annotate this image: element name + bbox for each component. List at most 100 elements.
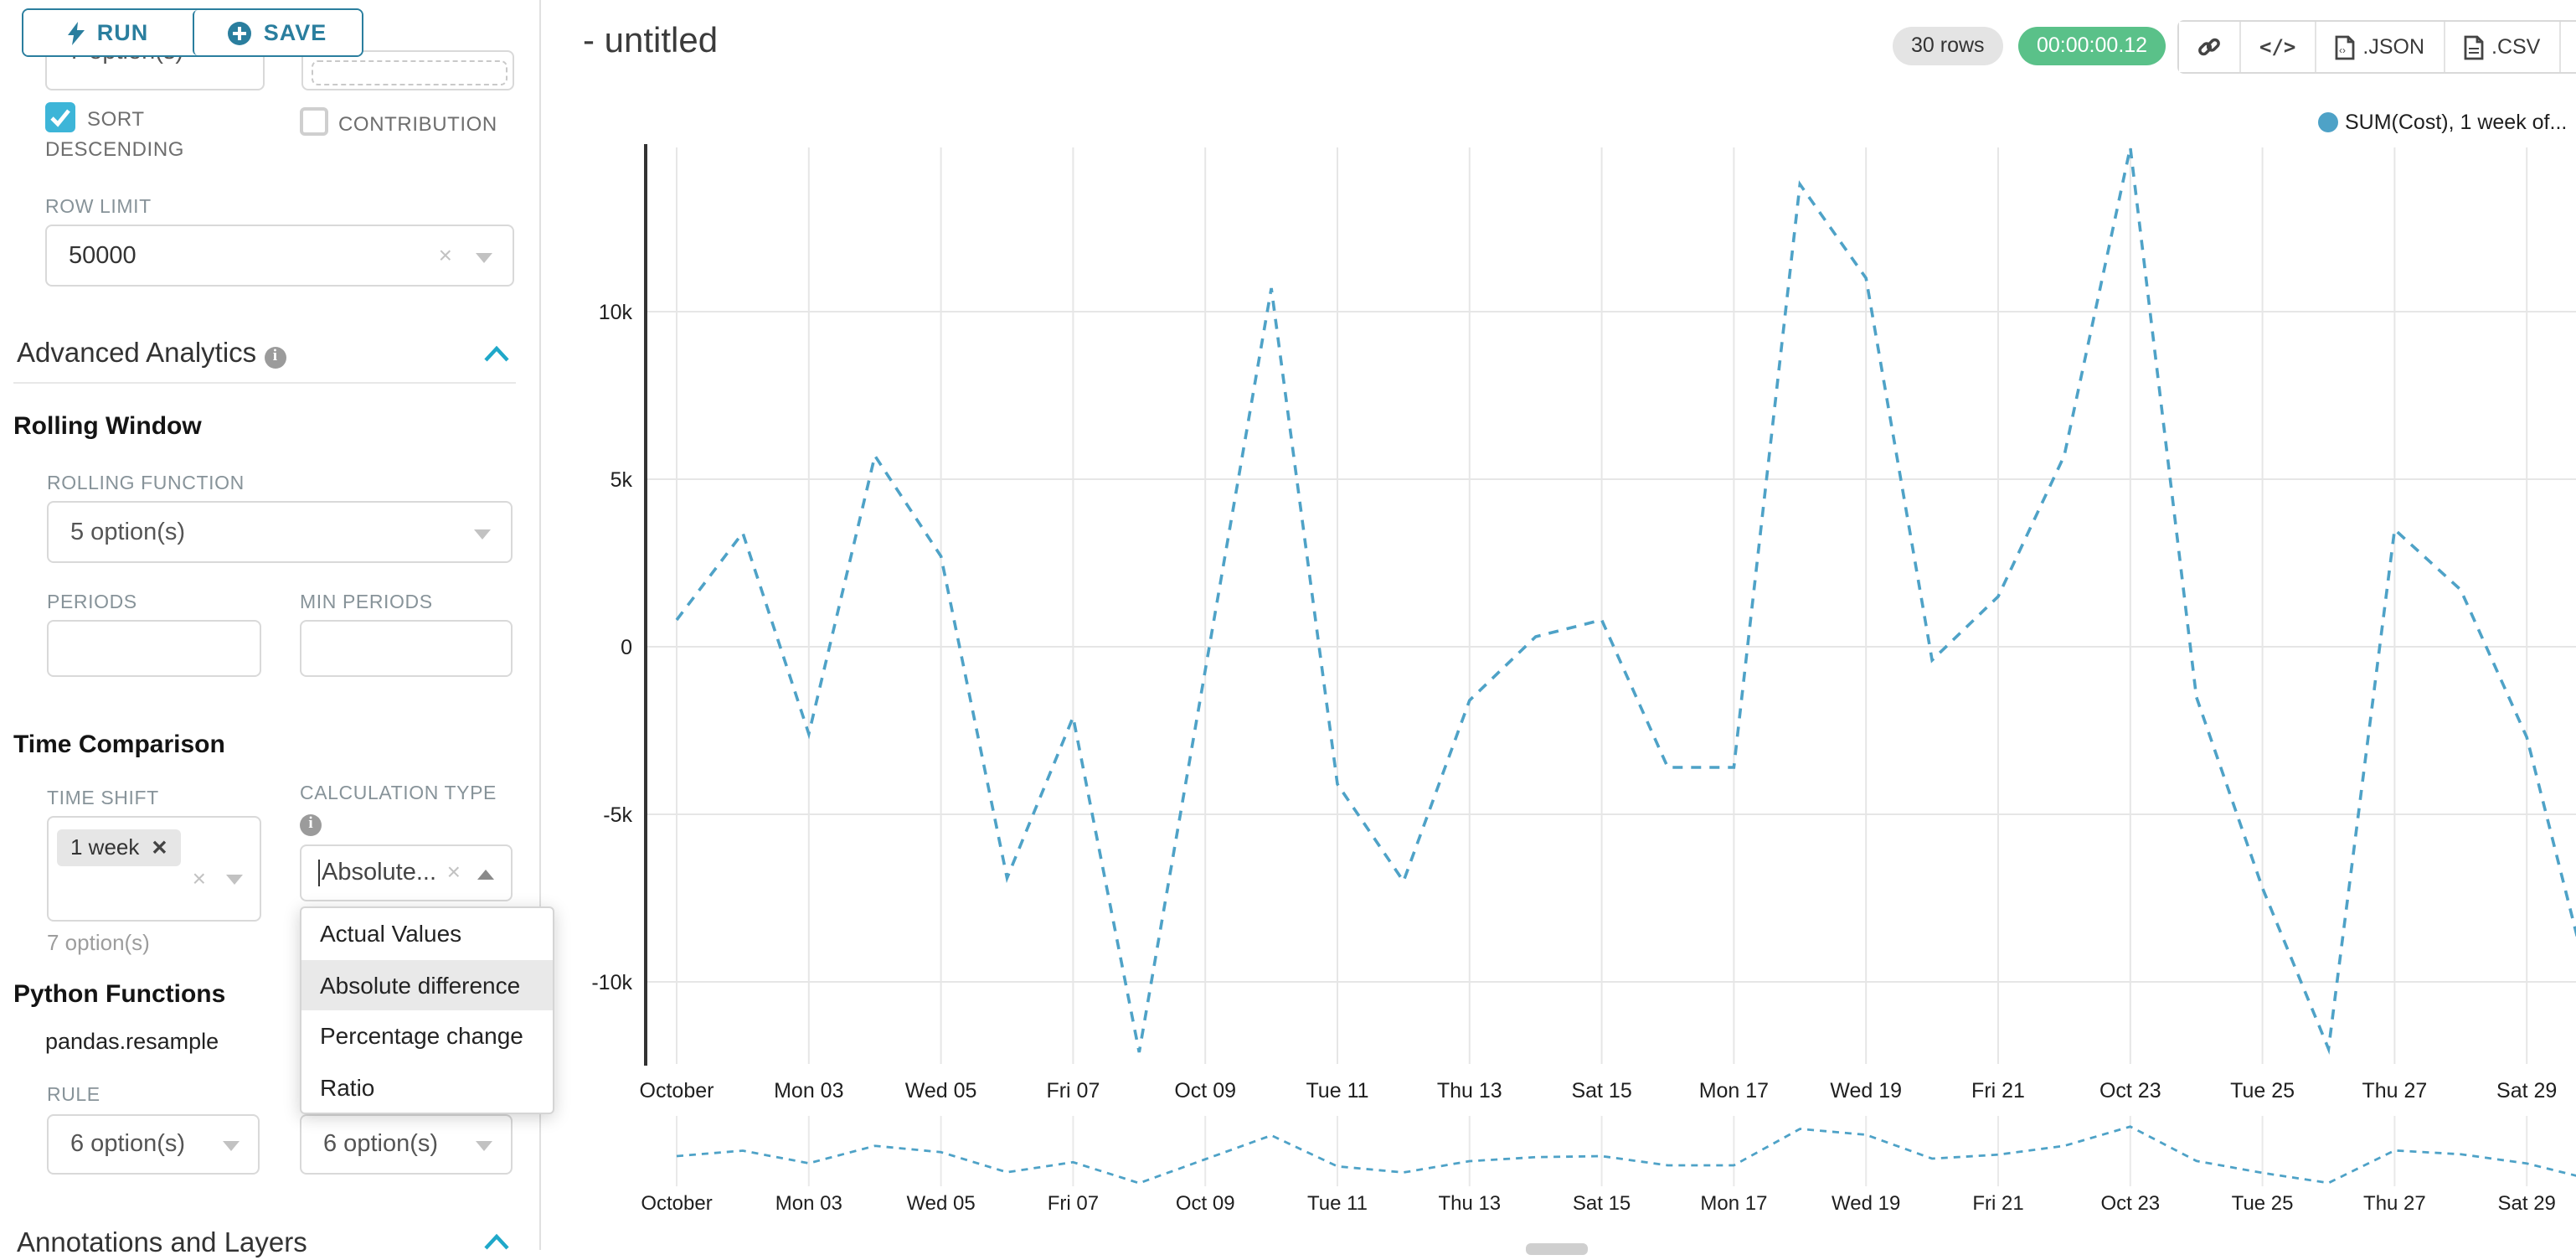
chevron-down-icon[interactable] (474, 529, 491, 540)
rule-label: RULE (47, 1086, 100, 1106)
time-shift-hint: 7 option(s) (47, 930, 150, 955)
clear-icon[interactable]: × (446, 858, 461, 885)
mini-x-axis-tick-label: October (641, 1192, 712, 1215)
y-axis-tick-label: 10k (599, 301, 633, 324)
chevron-down-icon[interactable] (226, 875, 243, 885)
run-save-button-group: RUN SAVE (22, 8, 363, 57)
time-shift-select[interactable]: 1 week ✕ × (47, 816, 261, 922)
chart-title[interactable]: - untitled (583, 22, 719, 60)
mini-x-axis-tick-label: Fri 07 (1048, 1192, 1099, 1215)
calculation-type-label: CALCULATION TYPE (300, 784, 497, 804)
rolling-function-value: 5 option(s) (70, 519, 186, 545)
y-axis-tick-label: -10k (591, 971, 632, 994)
x-axis-tick-label: Mon 17 (1699, 1079, 1769, 1102)
mini-x-axis-tick-label: Mon 17 (1700, 1192, 1767, 1215)
advanced-analytics-header[interactable]: Advanced Analytics i (17, 338, 286, 370)
run-button-label: RUN (96, 20, 149, 45)
rule-select-secondary-value: 6 option(s) (323, 1131, 439, 1158)
legend-series-dot (2318, 112, 2338, 132)
dropdown-option[interactable]: Actual Values (320, 920, 462, 947)
y-axis-tick-label: 0 (621, 636, 632, 659)
rolling-window-header: Rolling Window (13, 412, 202, 441)
chevron-down-icon[interactable] (223, 1141, 240, 1151)
chevron-up-icon[interactable] (482, 345, 511, 364)
link-icon (2198, 38, 2220, 56)
export-json-button[interactable]: ‹› .JSON (2314, 22, 2443, 72)
svg-text:‹›: ‹› (2338, 44, 2345, 55)
sort-descending-checkbox[interactable] (45, 102, 75, 132)
x-axis-tick-label: Fri 21 (1971, 1079, 2025, 1102)
mini-x-axis-tick-label: Mon 03 (775, 1192, 842, 1215)
annotations-layers-header[interactable]: Annotations and Layers (17, 1228, 307, 1258)
view-query-button[interactable]: </> (2239, 22, 2315, 72)
info-icon: i (300, 814, 322, 836)
periods-label: PERIODS (47, 593, 137, 613)
chevron-up-icon[interactable] (477, 870, 494, 880)
clear-icon[interactable]: × (438, 241, 452, 268)
share-link-button[interactable] (2179, 22, 2239, 72)
export-toolbar: </> ‹› .JSON .CSV (2177, 20, 2576, 74)
series-line[interactable] (675, 147, 2576, 1055)
mini-x-axis-tick-label: Fri 21 (1972, 1192, 2023, 1215)
rule-select[interactable]: 6 option(s) (47, 1114, 260, 1175)
time-comparison-header: Time Comparison (13, 731, 225, 759)
contribution-label: CONTRIBUTION (338, 112, 497, 136)
x-axis-tick-label: Thu 13 (1437, 1079, 1502, 1102)
x-axis-tick-label: Fri 07 (1046, 1079, 1100, 1102)
x-axis-tick-label: Sat 15 (1571, 1079, 1631, 1102)
run-button[interactable]: RUN (23, 10, 192, 55)
save-button-label: SAVE (263, 20, 327, 45)
sort-descending-label: SORT (87, 107, 145, 131)
x-axis-tick-label: Sat 29 (2496, 1079, 2557, 1102)
dropdown-option[interactable]: Absolute difference (301, 959, 553, 1010)
periods-input[interactable] (47, 620, 261, 677)
min-periods-input[interactable] (300, 620, 513, 677)
json-file-icon: ‹› (2334, 34, 2354, 59)
row-limit-select[interactable]: 50000 × (45, 225, 514, 287)
query-timer-badge: 00:00:00.12 (2018, 27, 2166, 65)
tag-remove-icon[interactable]: ✕ (151, 836, 168, 860)
scrollbar-thumb[interactable] (1526, 1243, 1588, 1255)
calculation-type-select[interactable]: Absolute... × (300, 844, 513, 901)
code-icon: </> (2259, 35, 2296, 59)
time-shift-tag-label: 1 week (70, 834, 140, 860)
mini-x-axis-tick-label: Oct 09 (1176, 1192, 1235, 1215)
calculation-type-value: Absolute... (318, 860, 436, 886)
python-functions-header: Python Functions (13, 980, 226, 1009)
y-axis-tick-label: 5k (611, 468, 633, 492)
export-csv-button[interactable]: .CSV (2443, 22, 2559, 72)
lightning-bolt-icon (67, 21, 85, 44)
mini-x-axis-tick-label: Tue 25 (2232, 1192, 2294, 1215)
clear-icon[interactable]: × (192, 865, 206, 891)
timeseries-line-chart[interactable]: 10k 5k 0 -5k -10k October October Mon 03 Mon 03 W… (539, 0, 2576, 1250)
chevron-down-icon[interactable] (476, 1141, 492, 1151)
rule-select-value: 6 option(s) (70, 1131, 186, 1158)
mini-x-axis-tick-label: Thu 13 (1438, 1192, 1501, 1215)
rule-select-secondary[interactable]: 6 option(s) (300, 1114, 513, 1175)
top-cutoff-dropzone[interactable] (301, 50, 514, 90)
save-button[interactable]: SAVE (192, 10, 362, 55)
legend-series-label: SUM(Cost), 1 week of... (2345, 111, 2568, 134)
x-axis-tick-label: Tue 11 (1306, 1079, 1368, 1102)
mini-x-axis-tick-label: Sat 15 (1573, 1192, 1631, 1215)
dropdown-option[interactable]: Percentage change (320, 1022, 523, 1049)
dropzone-dashed-area (312, 60, 507, 85)
rolling-function-select[interactable]: 5 option(s) (47, 501, 513, 563)
checkmark-icon (50, 109, 70, 127)
x-axis-tick-label: Tue 25 (2230, 1079, 2295, 1102)
calculation-type-dropdown: Actual Values Absolute difference Percenta… (300, 906, 554, 1114)
menu-button[interactable] (2558, 22, 2576, 72)
chevron-down-icon[interactable] (476, 253, 492, 263)
mini-series-line[interactable] (676, 1125, 2576, 1185)
dropdown-option[interactable]: Ratio (320, 1073, 375, 1100)
x-axis-tick-label: Wed 05 (905, 1079, 977, 1102)
time-shift-tag[interactable]: 1 week ✕ (57, 829, 182, 866)
contribution-checkbox[interactable] (300, 107, 328, 136)
x-axis-tick-label: Oct 23 (2099, 1079, 2161, 1102)
chevron-up-icon[interactable] (482, 1233, 511, 1252)
control-panel-sidebar: 7 option(s) RUN SAVE SORT DESCENDING CON… (0, 0, 554, 1258)
mini-x-axis-tick-label: Tue 11 (1307, 1192, 1368, 1215)
sort-descending-label2: DESCENDING (45, 137, 185, 161)
chart-legend[interactable]: SUM(Cost), 1 week of... (2318, 111, 2567, 134)
